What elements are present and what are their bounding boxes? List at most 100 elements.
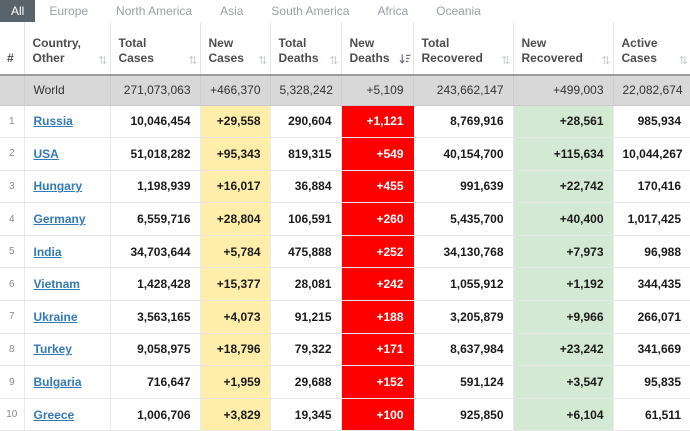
country-link[interactable]: India bbox=[33, 244, 62, 259]
country-link[interactable]: Hungary bbox=[33, 179, 83, 194]
cell-active_cases: 61,511 bbox=[613, 398, 690, 431]
cell-country: Russia bbox=[24, 105, 111, 139]
cell-new_cases: +1,959 bbox=[200, 365, 271, 399]
cell-total_deaths: 29,688 bbox=[270, 365, 342, 399]
col-header-total_recovered[interactable]: Total Recovered ⇅ bbox=[413, 22, 514, 76]
cell-new_cases: +15,377 bbox=[200, 267, 271, 302]
cell-new_deaths: +1,121 bbox=[341, 105, 414, 139]
table-row: 10 Greece 1,006,706 +3,829 19,345 +100 925,850… bbox=[0, 398, 690, 431]
cell-total_cases: 10,046,454 bbox=[110, 105, 201, 139]
cell-new_cases: +466,370 bbox=[200, 75, 271, 106]
col-header-total_cases[interactable]: Total Cases ⇅ bbox=[110, 22, 201, 76]
col-header-total_deaths[interactable]: Total Deaths ⇅ bbox=[270, 22, 342, 76]
cell-total_deaths: 819,315 bbox=[270, 137, 342, 171]
cell-country: Germany bbox=[24, 202, 111, 236]
country-link[interactable]: Russia bbox=[33, 114, 73, 129]
cell-total_deaths: 28,081 bbox=[270, 267, 342, 302]
tab-north-america[interactable]: North America bbox=[116, 4, 193, 18]
tab-europe[interactable]: Europe bbox=[49, 4, 89, 18]
country-link[interactable]: Ukraine bbox=[33, 309, 78, 324]
tab-asia[interactable]: Asia bbox=[220, 4, 244, 18]
cell-total_recovered: 34,130,768 bbox=[413, 235, 514, 269]
cell-new_deaths: +252 bbox=[341, 235, 414, 269]
cell-idx: 4 bbox=[0, 202, 25, 236]
cell-new_recovered: +1,192 bbox=[513, 267, 614, 302]
table-row: 3 Hungary 1,198,939 +16,017 36,884 +455 991,63… bbox=[0, 170, 690, 204]
tab-south-america[interactable]: South America bbox=[271, 4, 350, 18]
col-header-new_recovered[interactable]: New Recovered ⇅ bbox=[513, 22, 614, 76]
cell-total_recovered: 243,662,147 bbox=[413, 75, 514, 106]
cell-idx: 9 bbox=[0, 365, 25, 399]
cell-idx: 6 bbox=[0, 267, 25, 302]
cell-total_deaths: 106,591 bbox=[270, 202, 342, 236]
country-link[interactable]: Vietnam bbox=[33, 277, 80, 292]
cell-active_cases: 344,435 bbox=[613, 267, 690, 302]
sort-toggle-icon: ⇅ bbox=[329, 55, 339, 67]
cell-active_cases: 341,669 bbox=[613, 333, 690, 367]
cell-total_cases: 51,018,282 bbox=[110, 137, 201, 171]
sort-toggle-icon: ⇅ bbox=[601, 55, 611, 67]
cell-total_cases: 1,428,428 bbox=[110, 267, 201, 302]
sort-descending-icon bbox=[399, 53, 411, 68]
sort-toggle-icon: ⇅ bbox=[188, 55, 198, 67]
cell-country: Bulgaria bbox=[24, 365, 111, 399]
cell-active_cases: 95,835 bbox=[613, 365, 690, 399]
cell-country: Turkey bbox=[24, 333, 111, 367]
cell-new_deaths: +455 bbox=[341, 170, 414, 204]
cell-new_cases: +28,804 bbox=[200, 202, 271, 236]
tab-oceania[interactable]: Oceania bbox=[436, 4, 481, 18]
cell-new_recovered: +28,561 bbox=[513, 105, 614, 139]
header-row: # Country, Other ⇅ Total Cases ⇅ New Cases ⇅ To… bbox=[0, 22, 690, 76]
cell-active_cases: 266,071 bbox=[613, 300, 690, 334]
cell-country: Ukraine bbox=[24, 300, 111, 334]
cell-new_cases: +3,829 bbox=[200, 398, 271, 431]
cell-active_cases: 10,044,267 bbox=[613, 137, 690, 171]
col-header-label: New Deaths bbox=[349, 35, 390, 66]
col-header-label: Total Cases bbox=[118, 35, 154, 66]
cell-idx: 5 bbox=[0, 235, 25, 269]
sort-toggle-icon: ⇅ bbox=[501, 55, 511, 67]
country-link[interactable]: Germany bbox=[33, 212, 86, 227]
cell-total_cases: 3,563,165 bbox=[110, 300, 201, 334]
cell-active_cases: 1,017,425 bbox=[613, 202, 690, 236]
covid-table: # Country, Other ⇅ Total Cases ⇅ New Cases ⇅ To… bbox=[0, 22, 690, 431]
cell-total_cases: 271,073,063 bbox=[110, 75, 201, 106]
cell-total_recovered: 1,055,912 bbox=[413, 267, 514, 302]
country-link[interactable]: Turkey bbox=[33, 342, 72, 357]
cell-country: Greece bbox=[24, 398, 111, 431]
cell-new_cases: +18,796 bbox=[200, 333, 271, 367]
table-row: 9 Bulgaria 716,647 +1,959 29,688 +152 591,124 +… bbox=[0, 365, 690, 399]
table-body: World 271,073,063 +466,370 5,328,242 +5,109 2… bbox=[0, 75, 690, 431]
tab-africa[interactable]: Africa bbox=[377, 4, 409, 18]
tab-all[interactable]: All bbox=[0, 0, 36, 22]
cell-new_cases: +4,073 bbox=[200, 300, 271, 334]
cell-total_cases: 34,703,644 bbox=[110, 235, 201, 269]
sort-toggle-icon: ⇅ bbox=[678, 55, 688, 67]
country-link[interactable]: Bulgaria bbox=[33, 375, 82, 390]
cell-active_cases: 170,416 bbox=[613, 170, 690, 204]
cell-country: India bbox=[24, 235, 111, 269]
col-header-new_cases[interactable]: New Cases ⇅ bbox=[200, 22, 271, 76]
cell-active_cases: 22,082,674 bbox=[613, 75, 690, 106]
cell-idx: 3 bbox=[0, 170, 25, 204]
table-row: 8 Turkey 9,058,975 +18,796 79,322 +171 8,637,9… bbox=[0, 333, 690, 367]
col-header-new_deaths[interactable]: New Deaths bbox=[341, 22, 414, 76]
table-row: 6 Vietnam 1,428,428 +15,377 28,081 +242 1,055,… bbox=[0, 267, 690, 302]
cell-new_deaths: +242 bbox=[341, 267, 414, 302]
country-link[interactable]: Greece bbox=[33, 407, 75, 422]
col-header-label: Country, Other bbox=[32, 35, 81, 66]
cell-total_recovered: 591,124 bbox=[413, 365, 514, 399]
cell-new_deaths: +152 bbox=[341, 365, 414, 399]
col-header-label: Total Deaths bbox=[278, 35, 319, 66]
cell-total_recovered: 5,435,700 bbox=[413, 202, 514, 236]
col-header-country[interactable]: Country, Other ⇅ bbox=[24, 22, 111, 76]
cell-new_recovered: +9,966 bbox=[513, 300, 614, 334]
cell-new_cases: +16,017 bbox=[200, 170, 271, 204]
sort-toggle-icon: ⇅ bbox=[258, 55, 268, 67]
cell-new_deaths: +171 bbox=[341, 333, 414, 367]
cell-new_recovered: +499,003 bbox=[513, 75, 614, 106]
cell-new_cases: +95,343 bbox=[200, 137, 271, 171]
country-link[interactable]: USA bbox=[33, 146, 59, 161]
cell-total_cases: 6,559,716 bbox=[110, 202, 201, 236]
col-header-active_cases[interactable]: Active Cases ⇅ bbox=[613, 22, 690, 76]
